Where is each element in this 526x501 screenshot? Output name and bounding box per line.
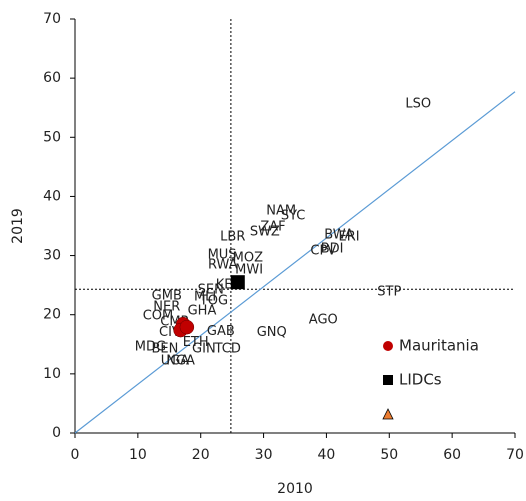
point: [230, 275, 245, 290]
country-label: LSO: [405, 97, 431, 112]
country-label: STP: [377, 285, 401, 300]
country-label: SEN: [198, 282, 224, 297]
country-label: SYC: [281, 208, 306, 223]
country-label: BWA: [324, 227, 354, 242]
country-label: GIN: [192, 342, 216, 357]
x-tick-label: 40: [318, 447, 336, 463]
y-tick-label: 50: [43, 129, 61, 145]
country-label: BEN: [151, 342, 178, 357]
y-tick-label: 60: [43, 70, 61, 86]
country-label: BDI: [321, 242, 344, 257]
country-label: UGA: [161, 353, 190, 368]
y-tick-label: 70: [43, 11, 61, 27]
y-axis-label: 2019: [10, 208, 26, 244]
country-label: GHA: [188, 304, 217, 319]
fit-line: [74, 91, 516, 434]
country-label: TOG: [199, 294, 228, 309]
legend-marker: [383, 341, 393, 351]
y-tick-label: 0: [52, 425, 61, 441]
country-label: NER: [153, 300, 180, 315]
x-tick-label: 70: [506, 447, 524, 463]
country-label: NGA: [166, 353, 195, 368]
x-tick-label: 30: [255, 447, 273, 463]
country-label: SWZ: [250, 224, 280, 239]
point: [179, 319, 195, 335]
x-tick-label: 0: [71, 447, 80, 463]
legend-label: LIDCs: [399, 371, 442, 389]
x-tick-label: 60: [443, 447, 461, 463]
country-label: MLI: [194, 289, 216, 304]
country-label: GMB: [152, 288, 182, 303]
x-tick-label: 50: [380, 447, 398, 463]
y-tick-label: 20: [43, 307, 61, 323]
country-label: GNQ: [257, 325, 287, 340]
country-label: COM: [143, 308, 174, 323]
country-label: NAM: [266, 204, 296, 219]
country-label: ERI: [339, 230, 360, 245]
legend-marker: [383, 375, 393, 385]
country-label: RWA: [208, 258, 238, 273]
country-label: MUS: [208, 247, 237, 262]
country-label: MOZ: [233, 250, 263, 265]
y-tick-label: 40: [43, 188, 61, 204]
legend-marker: [382, 408, 394, 420]
x-axis-label: 2010: [277, 481, 313, 497]
x-tick-label: 20: [192, 447, 210, 463]
y-tick-label: 10: [43, 366, 61, 382]
country-label: MDG: [135, 340, 166, 355]
country-label: TCD: [214, 342, 241, 357]
country-label: MWI: [235, 262, 263, 277]
country-label: ZAF: [260, 220, 285, 235]
y-tick-label: 30: [43, 248, 61, 264]
country-label: GAB: [207, 324, 235, 339]
x-tick-label: 10: [129, 447, 147, 463]
country-label: CPV: [310, 243, 336, 258]
country-label: ETH: [183, 335, 209, 350]
country-label: AGO: [309, 313, 338, 328]
country-label: LBR: [220, 230, 245, 245]
legend-label: Mauritania: [399, 337, 479, 355]
